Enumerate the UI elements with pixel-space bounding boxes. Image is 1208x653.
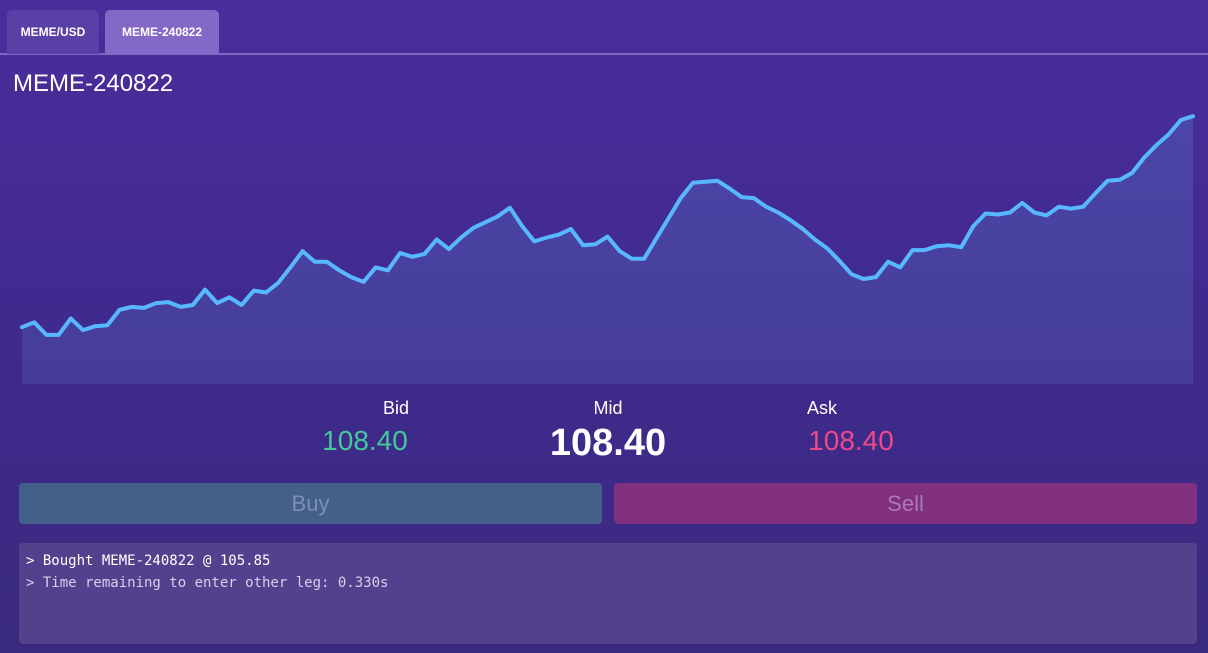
mid-label: Mid: [593, 398, 623, 418]
trade-log: > Bought MEME-240822 @ 105.85 > Time rem…: [19, 543, 1197, 644]
page-title: MEME-240822: [13, 70, 174, 97]
ask-value: 108.40: [808, 425, 894, 456]
mid-value: 108.40: [549, 422, 667, 464]
log-line: > Time remaining to enter other leg: 0.3…: [26, 575, 389, 591]
price-chart: [20, 114, 1195, 384]
tab-meme-240822[interactable]: MEME-240822: [105, 10, 219, 54]
price-line: [20, 114, 1195, 337]
bid-value: 108.40: [322, 425, 408, 456]
tab-meme-usd[interactable]: MEME/USD: [7, 10, 99, 54]
ask-label: Ask: [806, 398, 837, 418]
tab-bar: MEME/USD MEME-240822: [0, 0, 1208, 55]
buy-button[interactable]: Buy: [19, 483, 602, 524]
chart-area-fill: [22, 116, 1193, 384]
bid-label: Bid: [382, 398, 409, 418]
sell-button[interactable]: Sell: [614, 483, 1197, 524]
log-line: > Bought MEME-240822 @ 105.85: [26, 553, 271, 569]
